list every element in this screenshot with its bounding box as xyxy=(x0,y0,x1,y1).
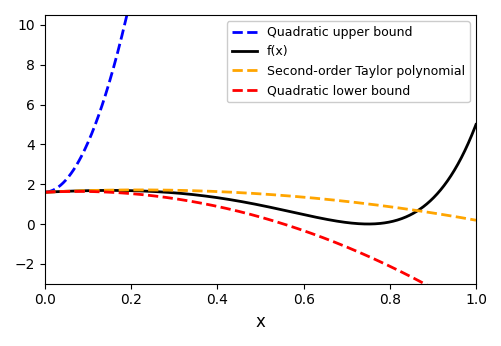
Quadratic lower bound xyxy=(395,269,401,273)
Second-order Taylor polynomial xyxy=(395,206,401,210)
f(x) xyxy=(249,202,255,206)
Legend: Quadratic upper bound, f(x), Second-order Taylor polynomial, Quadratic lower bou: Quadratic upper bound, f(x), Second-orde… xyxy=(226,21,469,102)
Second-order Taylor polynomial xyxy=(462,217,468,221)
Quadratic lower bound xyxy=(472,311,478,315)
Second-order Taylor polynomial xyxy=(276,193,282,197)
Second-order Taylor polynomial xyxy=(472,218,478,222)
Quadratic lower bound xyxy=(276,220,282,225)
Second-order Taylor polynomial xyxy=(299,195,305,199)
Line: Quadratic upper bound: Quadratic upper bound xyxy=(45,0,475,192)
Line: f(x): f(x) xyxy=(45,125,475,224)
Quadratic lower bound xyxy=(299,228,305,232)
f(x) xyxy=(275,207,281,211)
f(x) xyxy=(42,190,48,194)
Quadratic lower bound xyxy=(249,213,256,217)
f(x) xyxy=(462,145,468,149)
Second-order Taylor polynomial xyxy=(42,190,48,194)
Line: Second-order Taylor polynomial: Second-order Taylor polynomial xyxy=(45,190,475,220)
f(x) xyxy=(472,122,478,127)
Second-order Taylor polynomial xyxy=(249,191,256,195)
f(x) xyxy=(246,201,253,205)
Quadratic lower bound xyxy=(462,306,468,310)
X-axis label: x: x xyxy=(255,313,265,331)
f(x) xyxy=(298,212,304,216)
Quadratic lower bound xyxy=(74,189,80,193)
Second-order Taylor polynomial xyxy=(247,191,253,195)
f(x) xyxy=(364,222,370,226)
Quadratic upper bound xyxy=(42,190,48,194)
f(x) xyxy=(395,217,401,221)
Quadratic lower bound xyxy=(247,212,253,217)
Second-order Taylor polynomial xyxy=(135,188,141,192)
Line: Quadratic lower bound: Quadratic lower bound xyxy=(45,191,475,313)
Quadratic lower bound xyxy=(42,190,48,194)
